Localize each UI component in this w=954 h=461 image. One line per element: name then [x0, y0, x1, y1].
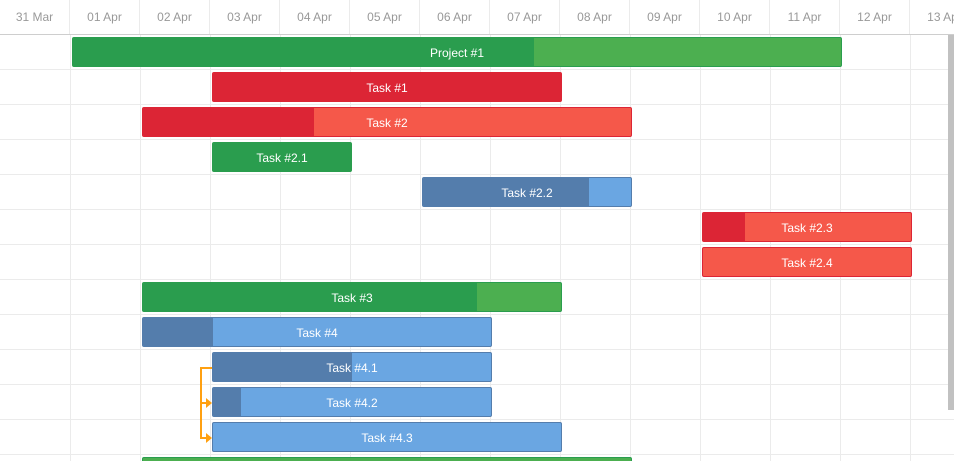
- grid-column-line: [280, 35, 281, 461]
- task-label: Task #2.2: [501, 186, 553, 200]
- task-bar[interactable]: Task #4.3: [212, 422, 562, 452]
- arrow-icon: [206, 433, 212, 443]
- timeline-grid: Project #1 Task #1 Task #2 Task #2.1 Task #2…: [0, 35, 954, 461]
- task-bar[interactable]: Task #2.3: [702, 212, 912, 242]
- scale-date-cell: 02 Apr: [140, 0, 210, 34]
- grid-column-line: [210, 35, 211, 461]
- scale-date-cell: 13 Apr: [910, 0, 954, 34]
- grid-column-line: [350, 35, 351, 461]
- task-progress: [213, 73, 561, 101]
- scale-date-cell: 10 Apr: [700, 0, 770, 34]
- dependency-link: [200, 402, 206, 404]
- scale-date-cell: 11 Apr: [770, 0, 840, 34]
- scale-date-cell: 08 Apr: [560, 0, 630, 34]
- task-bar[interactable]: Task #2.2: [422, 177, 632, 207]
- grid-column-line: [140, 35, 141, 461]
- grid-column-line: [700, 35, 701, 461]
- grid-row-line: [0, 209, 954, 210]
- task-label: Project #1: [429, 46, 485, 60]
- task-progress: [143, 318, 213, 346]
- grid-row-line: [0, 314, 954, 315]
- scale-date-cell: 01 Apr: [70, 0, 140, 34]
- task-bar[interactable]: Task #3: [142, 282, 562, 312]
- scale-date-cell: 04 Apr: [280, 0, 350, 34]
- task-progress: [213, 353, 352, 381]
- task-label: Task #3: [331, 291, 373, 305]
- grid-row-line: [0, 384, 954, 385]
- scale-date-cell: 06 Apr: [420, 0, 490, 34]
- task-bar[interactable]: Task #1: [212, 72, 562, 102]
- task-label: Task #1: [366, 81, 408, 95]
- grid-row-line: [0, 279, 954, 280]
- task-progress: [703, 213, 745, 241]
- grid-row-line: [0, 104, 954, 105]
- task-progress: [213, 388, 241, 416]
- grid-row-line: [0, 139, 954, 140]
- task-label: Task #2.1: [256, 151, 308, 165]
- task-bar[interactable]: [142, 457, 632, 461]
- scale-date-cell: 03 Apr: [210, 0, 280, 34]
- task-progress: [423, 178, 590, 206]
- grid-row-line: [0, 419, 954, 420]
- grid-row-line: [0, 454, 954, 455]
- task-bar[interactable]: Task #4.1: [212, 352, 492, 382]
- grid-row-line: [0, 69, 954, 70]
- timeline-scale: 31 Mar 01 Apr 02 Apr 03 Apr 04 Apr 05 Apr 06 A…: [0, 0, 954, 35]
- task-bar[interactable]: Task #2.4: [702, 247, 912, 277]
- task-label: Task #2.3: [781, 221, 833, 235]
- dependency-link: [200, 367, 212, 369]
- task-progress: [73, 38, 534, 66]
- task-bar[interactable]: Project #1: [72, 37, 842, 67]
- scale-date-cell: 09 Apr: [630, 0, 700, 34]
- task-label: Task #4.2: [326, 396, 378, 410]
- grid-row-line: [0, 244, 954, 245]
- task-bar[interactable]: Task #4.2: [212, 387, 492, 417]
- scale-date-cell: 12 Apr: [840, 0, 910, 34]
- task-progress: [143, 108, 314, 136]
- task-label: Task #4.1: [326, 361, 378, 375]
- task-label: Task #2.4: [781, 256, 833, 270]
- vertical-scrollbar[interactable]: [948, 35, 954, 410]
- scale-date-cell: 05 Apr: [350, 0, 420, 34]
- task-label: Task #2: [366, 116, 408, 130]
- scale-date-cell: 31 Mar: [0, 0, 70, 34]
- dependency-link: [200, 437, 206, 439]
- grid-column-line: [490, 35, 491, 461]
- grid-column-line: [560, 35, 561, 461]
- task-progress: [213, 143, 351, 171]
- grid-column-line: [420, 35, 421, 461]
- grid-row-line: [0, 349, 954, 350]
- scale-date-cell: 07 Apr: [490, 0, 560, 34]
- task-bar[interactable]: Task #4: [142, 317, 492, 347]
- grid-row-line: [0, 174, 954, 175]
- task-bar[interactable]: Task #2.1: [212, 142, 352, 172]
- task-label: Task #4: [296, 326, 338, 340]
- grid-column-line: [70, 35, 71, 461]
- task-bar[interactable]: Task #2: [142, 107, 632, 137]
- arrow-icon: [206, 398, 212, 408]
- grid-column-line: [630, 35, 631, 461]
- task-progress: [143, 283, 478, 311]
- task-label: Task #4.3: [361, 431, 413, 445]
